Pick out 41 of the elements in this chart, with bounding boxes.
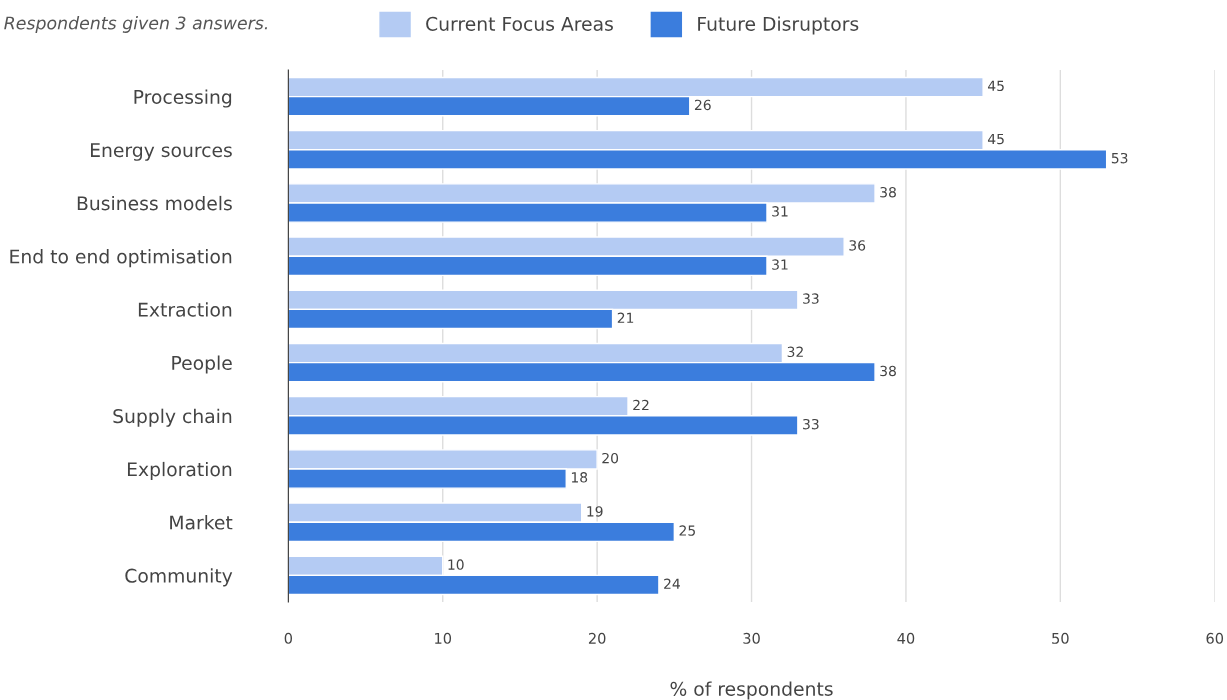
data-label: 38 (880, 365, 896, 377)
y-tick-label: Market (170, 515, 233, 530)
data-label: 36 (849, 240, 866, 251)
legend-label: Future Disruptors (698, 16, 859, 35)
data-label: 45 (987, 133, 1004, 145)
x-tick-label: 0 (284, 632, 293, 644)
x-tick-label: 50 (1052, 632, 1069, 644)
data-label: 32 (787, 346, 803, 358)
x-tick-label: 40 (897, 632, 915, 644)
y-tick-label: Supply chain (113, 408, 232, 427)
y-tick-label: Energy sources (91, 143, 232, 161)
data-label: 33 (803, 418, 819, 430)
data-label: 10 (448, 559, 464, 570)
y-tick-label: Processing (134, 89, 232, 108)
data-label: 38 (880, 186, 896, 198)
legend-label: Current Focus Areas (426, 16, 613, 31)
data-label: 26 (694, 99, 711, 111)
x-tick-label: 60 (1206, 632, 1224, 644)
data-label: 21 (617, 312, 634, 323)
data-label: 25 (679, 525, 695, 536)
data-label: 22 (633, 399, 649, 411)
y-tick-label: Extraction (138, 302, 232, 317)
x-axis-title: % of respondents (670, 681, 833, 700)
y-tick-label: End to end optimisation (10, 249, 232, 268)
data-label: 31 (772, 206, 788, 217)
data-label: 53 (1111, 152, 1128, 164)
data-label: 18 (571, 472, 588, 483)
y-tick-label: People (172, 355, 232, 374)
y-tick-label: Business models (77, 195, 232, 211)
x-tick-label: 10 (435, 632, 452, 644)
data-label: 45 (987, 80, 1004, 92)
data-label: 24 (664, 578, 680, 589)
data-label: 19 (587, 506, 603, 517)
x-tick-label: 20 (588, 632, 606, 644)
data-label: 33 (803, 293, 819, 304)
data-label: 31 (772, 259, 788, 270)
y-tick-label: Exploration (127, 461, 232, 481)
text: Respondents given 3 answers. (4, 16, 268, 33)
y-tick-label: Community (125, 568, 233, 587)
x-tick-label: 30 (743, 632, 760, 644)
data-label: 20 (602, 452, 619, 464)
